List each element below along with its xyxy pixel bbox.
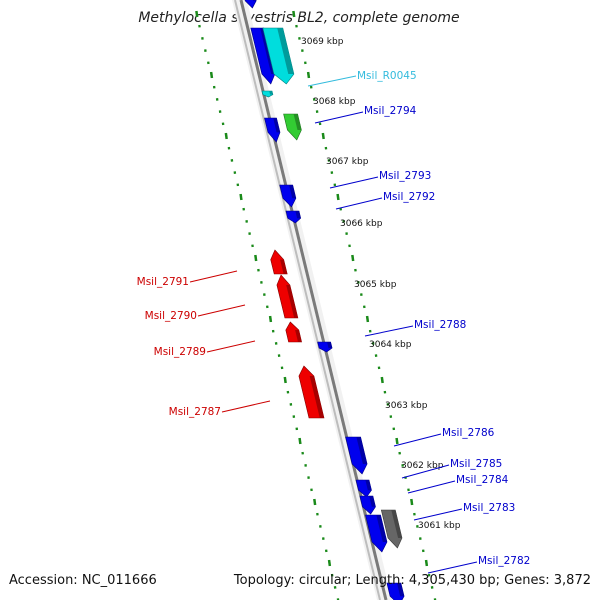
- gene-forward-msil-2794-left[interactable]: [264, 117, 281, 143]
- gene-features: [243, 0, 405, 600]
- gene-forward-msil-2784-shade: [369, 496, 376, 507]
- gene-forward-msil-2786-shade: [356, 437, 368, 464]
- gene-label-msil-2791[interactable]: Msil_2791: [137, 276, 189, 288]
- gene-rna-msil-r0045-small-shade: [269, 91, 273, 95]
- gene-reverse-msil-2791-shade: [280, 259, 288, 274]
- gene-label-msil-2793[interactable]: Msil_2793: [379, 170, 431, 182]
- ruler-tick-right-major: [306, 71, 311, 79]
- gene-forward-msil-2792-shade: [295, 211, 301, 219]
- gene-msil-2783-gray-shade: [391, 510, 402, 538]
- gene-forward-msil-2788-shade: [327, 342, 333, 348]
- gene-label-msil-2789[interactable]: Msil_2789: [154, 346, 206, 358]
- ruler-tick-right-major: [351, 254, 355, 262]
- gene-forward-msil-2794-left-shade: [273, 118, 280, 133]
- kbp-label-3068: 3068 kbp: [313, 97, 356, 107]
- ruler-tick-right-major: [365, 315, 370, 323]
- ruler-tick-left-major: [254, 254, 258, 262]
- gene-forward-msil-2783[interactable]: [365, 514, 388, 553]
- ruler-tick-right-major: [410, 498, 414, 506]
- gene-reverse-msil-2789-shade: [295, 330, 302, 342]
- gene-label-msil-2790[interactable]: Msil_2790: [145, 310, 197, 322]
- gene-reverse-msil-2787[interactable]: [298, 365, 325, 419]
- gene-reverse-msil-2787-shade: [309, 376, 324, 418]
- ruler-tick-left-major: [313, 498, 317, 506]
- ruler-tick-left-major: [327, 559, 332, 567]
- ruler-tick-right-major: [336, 193, 340, 201]
- ruler-tick-right-major: [424, 559, 429, 567]
- gene-forward-msil-2785[interactable]: [355, 479, 372, 498]
- gene-labels: Msil_R0045 Msil_2794 Msil_2793 Msil_2792…: [137, 70, 531, 567]
- kbp-label-3066: 3066 kbp: [340, 219, 383, 229]
- gene-forward-top-partial[interactable]: [243, 0, 257, 9]
- kbp-label-3061: 3061 kbp: [418, 521, 461, 531]
- gene-label-msil-2792[interactable]: Msil_2792: [383, 191, 435, 203]
- gene-label-msil-2784[interactable]: Msil_2784: [456, 474, 509, 486]
- ruler-tick-right-major: [395, 437, 399, 445]
- gene-label-msil-2785[interactable]: Msil_2785: [450, 458, 502, 470]
- ruler-tick-left-major: [298, 437, 302, 445]
- gene-leader-lines: [189, 75, 478, 574]
- gene-label-msil-2788[interactable]: Msil_2788: [414, 319, 466, 331]
- gene-label-msil-2783[interactable]: Msil_2783: [463, 502, 515, 514]
- gene-forward-msil-2785-shade: [365, 480, 372, 491]
- kbp-label-3067: 3067 kbp: [326, 157, 369, 167]
- gene-rna-msil-r0045-small[interactable]: [261, 90, 274, 98]
- gene-forward-top-partial-shade: [252, 0, 257, 1]
- kbp-label-3063: 3063 kbp: [385, 401, 428, 411]
- kbp-label-3062: 3062 kbp: [401, 461, 444, 471]
- ruler-tick-left-major: [283, 376, 287, 384]
- gene-forward-msil-2786[interactable]: [345, 436, 368, 475]
- ruler-tick-left-major: [209, 71, 214, 79]
- gene-reverse-msil-2789[interactable]: [285, 321, 302, 343]
- gene-rna-msil-r0045-shade: [277, 28, 294, 74]
- kbp-markers: 3069 kbp 3068 kbp 3067 kbp 3066 kbp 3065…: [301, 37, 461, 531]
- gene-forward-msil-2783-shade: [376, 515, 387, 542]
- gene-forward-msil-2793-shade: [289, 185, 296, 199]
- kbp-label-3064: 3064 kbp: [369, 340, 412, 350]
- gene-forward-msil-2784[interactable]: [359, 495, 376, 515]
- ruler-tick-right-major: [321, 132, 325, 140]
- gene-forward-msil-2782-shade: [397, 583, 405, 597]
- map-title: Methylocella silvestris BL2, complete ge…: [138, 10, 459, 26]
- gene-label-msil-2794[interactable]: Msil_2794: [364, 105, 417, 117]
- gene-msil-2794[interactable]: [283, 113, 302, 141]
- gene-reverse-msil-2791[interactable]: [270, 249, 288, 275]
- ruler-ticks-left: [195, 10, 340, 600]
- ruler-tick-left-major: [224, 132, 228, 140]
- gene-label-msil-2787[interactable]: Msil_2787: [169, 406, 221, 418]
- ruler-tick-left-major: [268, 315, 273, 323]
- gene-reverse-msil-2790-shade: [286, 285, 298, 318]
- genome-summary-text: Topology: circular; Length: 4,305,430 bp…: [233, 573, 591, 588]
- kbp-label-3069: 3069 kbp: [301, 37, 344, 47]
- gene-rna-msil-r0045[interactable]: [262, 27, 295, 85]
- gene-label-msil-2786[interactable]: Msil_2786: [442, 427, 495, 439]
- gene-msil-2794-shade: [293, 114, 302, 130]
- ruler-tick-left-major: [239, 193, 243, 201]
- gene-reverse-msil-2790[interactable]: [276, 274, 299, 319]
- accession-text: Accession: NC_011666: [9, 573, 157, 588]
- gene-msil-2783-gray[interactable]: [380, 509, 403, 549]
- ruler-ticks-right: [292, 10, 437, 600]
- gene-label-msil-r0045[interactable]: Msil_R0045: [357, 70, 417, 82]
- gene-forward-msil-2788[interactable]: [317, 341, 333, 353]
- gene-forward-msil-2792[interactable]: [285, 210, 302, 224]
- gene-forward-msil-2793[interactable]: [279, 184, 297, 208]
- gene-forward-msil-2782[interactable]: [386, 582, 405, 600]
- ruler-tick-right-major: [292, 10, 296, 18]
- ruler-tick-right-major: [380, 376, 384, 384]
- ruler-tick-left-major: [195, 10, 199, 18]
- kbp-label-3065: 3065 kbp: [354, 280, 397, 290]
- gene-label-msil-2782[interactable]: Msil_2782: [478, 555, 530, 567]
